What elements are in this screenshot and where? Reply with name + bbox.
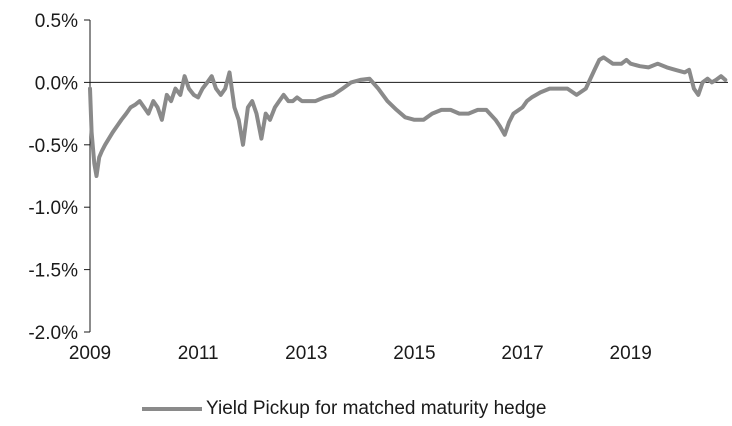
series-points — [89, 57, 726, 177]
y-ticks: 0.5% 0.0% -0.5% -1.0% -1.5% -2.0% — [28, 11, 90, 344]
y-tick-label: -1.5% — [28, 261, 78, 282]
x-tick-label: 2009 — [69, 343, 111, 364]
x-tick-label: 2017 — [501, 343, 543, 364]
legend-label: Yield Pickup for matched maturity hedge — [206, 398, 547, 419]
y-tick-label: -2.0% — [28, 323, 78, 344]
x-tick-label: 2011 — [178, 343, 219, 364]
y-tick-label: -0.5% — [28, 136, 78, 157]
y-tick-label: 0.5% — [35, 11, 78, 32]
legend-swatch — [142, 407, 202, 411]
x-ticks: 2009 2011 2013 2015 2017 2019 — [69, 343, 652, 364]
chart: 0.5% 0.0% -0.5% -1.0% -1.5% -2.0% 2009 2011 201… — [28, 11, 728, 364]
x-tick-label: 2013 — [285, 343, 327, 364]
y-tick-label: -1.0% — [28, 198, 78, 219]
axes — [89, 20, 728, 332]
legend: Yield Pickup for matched maturity hedge — [142, 396, 546, 422]
x-tick-label: 2015 — [393, 343, 435, 364]
series-line — [88, 55, 728, 178]
x-tick-label: 2019 — [610, 343, 652, 364]
y-tick-label: 0.0% — [35, 73, 78, 94]
